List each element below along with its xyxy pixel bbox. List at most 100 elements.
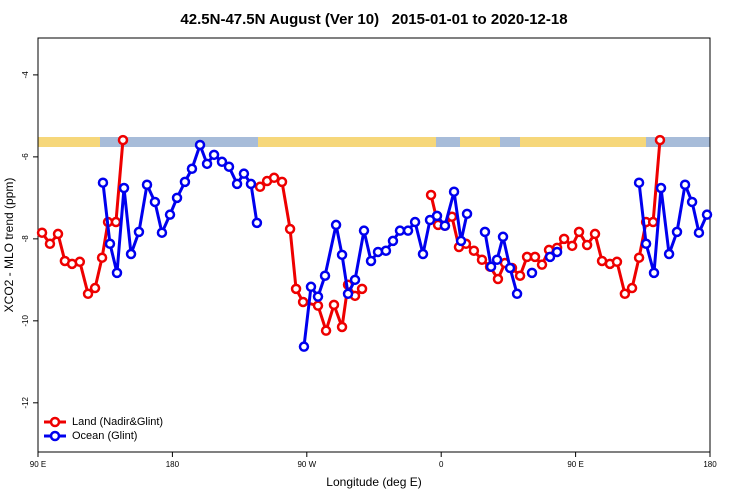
point: [118, 182, 130, 194]
point: [497, 231, 509, 243]
point: [663, 248, 675, 260]
mask-land: [520, 137, 646, 147]
x-tick-label: 180: [703, 460, 717, 469]
y-tick-label: -8: [21, 235, 30, 243]
point: [208, 149, 220, 161]
point: [110, 216, 122, 228]
point: [455, 235, 467, 247]
point: [358, 225, 370, 236]
point: [336, 321, 348, 333]
point: [44, 238, 56, 250]
point: [701, 209, 713, 220]
point: [231, 178, 243, 190]
point: [305, 281, 317, 293]
point: [82, 288, 94, 300]
point: [514, 270, 526, 281]
x-tick-label: 90 E: [30, 460, 46, 469]
x-tick-label: 180: [166, 460, 180, 469]
point: [431, 210, 443, 222]
point: [448, 186, 460, 197]
point: [349, 274, 361, 286]
point: [417, 248, 429, 260]
y-tick-label: -4: [21, 71, 30, 79]
point: [679, 179, 691, 190]
point: [223, 161, 235, 172]
point: [276, 176, 288, 188]
legend-label: Land (Nadir&Glint): [72, 416, 163, 428]
point: [52, 228, 64, 240]
point: [633, 252, 645, 263]
legend-marker: [49, 430, 61, 442]
point: [529, 251, 541, 263]
point: [686, 196, 698, 208]
point: [74, 256, 86, 268]
point: [461, 208, 473, 220]
point: [693, 227, 705, 238]
point: [504, 262, 516, 274]
point: [387, 235, 399, 247]
point: [619, 288, 631, 300]
chart-title: 42.5N-47.5N August (Ver 10) 2015-01-01 t…: [180, 11, 567, 28]
point: [647, 216, 659, 228]
point: [141, 179, 153, 190]
point: [380, 245, 392, 256]
point: [409, 216, 421, 228]
point: [581, 239, 593, 251]
point: [611, 256, 623, 268]
point: [297, 296, 309, 308]
point: [479, 226, 491, 238]
point: [671, 226, 683, 238]
point: [573, 226, 585, 238]
point: [111, 267, 123, 279]
mask-land: [38, 137, 100, 147]
point: [544, 251, 556, 263]
point: [290, 283, 302, 295]
point: [640, 238, 652, 250]
point: [356, 283, 368, 295]
point: [566, 240, 578, 252]
point: [320, 325, 332, 336]
plot-frame: [37, 37, 711, 453]
x-axis-label: Longitude (deg E): [326, 475, 421, 489]
point: [633, 177, 645, 188]
point: [468, 245, 480, 256]
series-line: [101, 143, 709, 347]
point: [485, 261, 497, 272]
x-tick-label: 90 E: [567, 460, 583, 469]
point: [551, 246, 563, 258]
point: [342, 288, 354, 300]
point: [179, 176, 191, 188]
point: [319, 270, 331, 281]
x-tick-label: 90 W: [297, 460, 316, 469]
point: [298, 341, 310, 352]
point: [330, 219, 342, 231]
y-axis-label: XCO2 - MLO trend (ppm): [2, 178, 16, 313]
point: [194, 139, 206, 151]
legend-marker: [49, 416, 61, 428]
point: [589, 228, 601, 240]
point: [648, 267, 660, 279]
point: [117, 134, 129, 146]
point: [312, 291, 324, 302]
point: [156, 227, 168, 238]
point: [97, 177, 109, 188]
point: [526, 267, 538, 279]
point: [216, 156, 228, 168]
point: [536, 259, 548, 270]
point: [133, 226, 145, 238]
point: [439, 220, 451, 231]
point: [365, 255, 377, 267]
point: [491, 254, 503, 266]
mask-land: [460, 137, 500, 147]
point: [284, 223, 296, 235]
point: [186, 163, 198, 175]
point: [492, 273, 504, 285]
point: [402, 225, 414, 236]
point: [626, 282, 638, 294]
point: [251, 217, 263, 229]
point: [372, 246, 384, 258]
point: [89, 282, 101, 294]
point: [254, 181, 266, 193]
point: [238, 168, 250, 179]
